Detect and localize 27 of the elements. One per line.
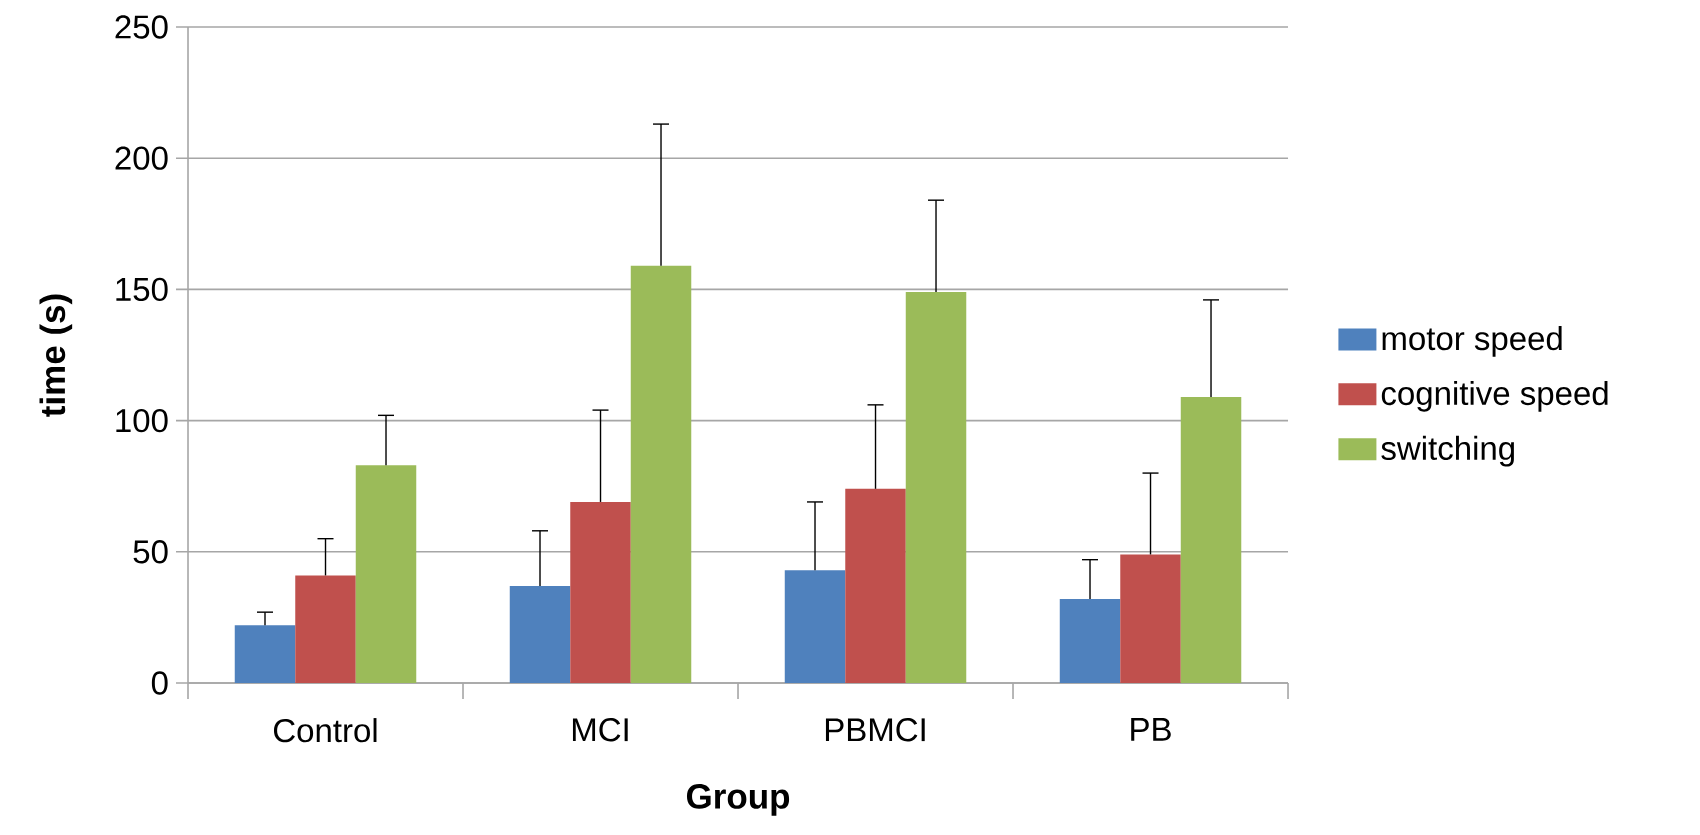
x-tick-label: PB	[1131, 718, 1171, 741]
bar	[845, 488, 906, 683]
bar	[784, 570, 846, 683]
bar	[1120, 554, 1181, 683]
y-tick-label: 100	[116, 408, 168, 433]
bar	[630, 265, 692, 683]
bar	[355, 465, 417, 683]
bar	[905, 292, 967, 683]
y-tick-label: 200	[115, 146, 168, 170]
x-axis-title: Group	[686, 784, 790, 816]
x-tick-label: MCI	[572, 718, 628, 742]
bar	[295, 575, 356, 683]
legend-label: motor speed	[1382, 326, 1562, 357]
bar	[234, 625, 296, 683]
bar	[1059, 599, 1121, 683]
y-tick-label: 50	[133, 540, 168, 564]
y-tick-label: 250	[115, 15, 168, 39]
y-tick-label: 0	[151, 671, 168, 695]
legend-label: cognitive speed	[1381, 380, 1608, 412]
bar	[570, 501, 631, 683]
bar	[1180, 396, 1242, 683]
x-tick-label: Control	[273, 718, 377, 743]
y-tick-label: 150	[116, 277, 168, 302]
bar	[509, 585, 571, 683]
x-tick-label: PBMCI	[825, 718, 925, 742]
y-axis-title: time (s)	[39, 294, 73, 417]
legend-label: switching	[1381, 435, 1514, 467]
